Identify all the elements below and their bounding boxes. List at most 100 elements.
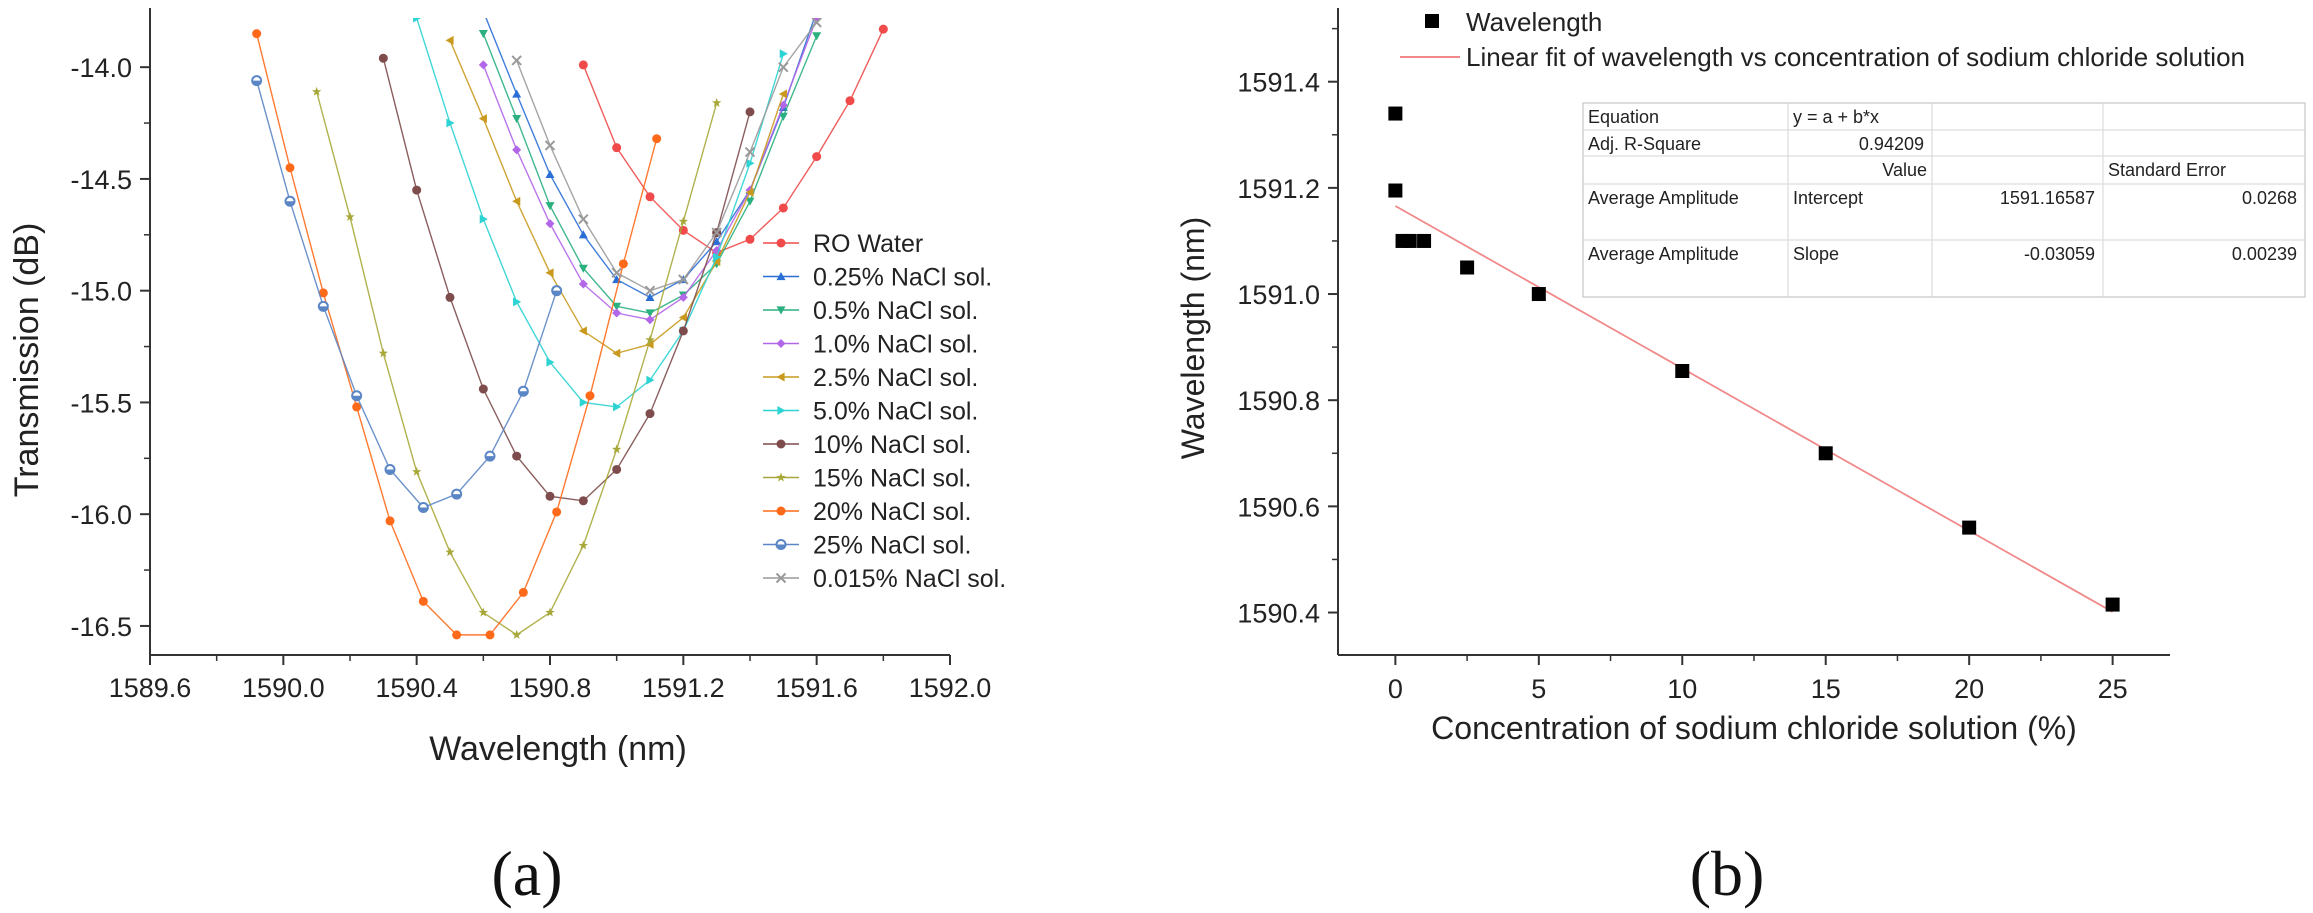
chart-b-data-points: [1388, 106, 2120, 612]
chart-a-point: [678, 274, 689, 285]
chart-a-point: [478, 30, 488, 39]
chart-b-legend-label-fit: Linear fit of wavelength vs concentratio…: [1466, 42, 2245, 72]
chart-b-fit-line-group: [1394, 205, 2114, 613]
fit-table-cell: Slope: [1793, 244, 1839, 264]
chart-a-point: [544, 140, 556, 151]
chart-a-point: [611, 267, 622, 279]
chart-a-point: [612, 464, 622, 474]
chart-a-point: [878, 24, 888, 34]
fit-table-cell: Adj. R-Square: [1588, 134, 1701, 154]
chart-a-point: [518, 587, 528, 597]
chart-a-point: [545, 607, 555, 617]
fit-table-cell: -0.03059: [2024, 244, 2095, 264]
chart-a-point: [579, 397, 588, 407]
chart-a-point: [378, 53, 388, 63]
chart-a-series-line-9: [255, 80, 558, 509]
chart-b-point: [1818, 446, 1833, 461]
chart-a-point: [612, 348, 621, 358]
chart-a-series-line-6: [382, 58, 751, 502]
chart-b-legend-label-wavelength: Wavelength: [1466, 7, 1602, 37]
chart-a-legend-marker-fill: [776, 544, 786, 549]
chart-a-series-line-10: [516, 22, 818, 292]
chart-a-series-line-2: [482, 33, 818, 314]
chart-a-point: [578, 279, 588, 289]
chart-b-x-tick-label: 15: [1811, 674, 1841, 704]
chart-a-legend-label: 10% NaCl sol.: [813, 431, 971, 459]
chart-b-point: [1531, 287, 1546, 302]
chart-a-x-tick-label: 1590.4: [375, 673, 458, 703]
chart-a-point: [445, 292, 455, 302]
chart-a-point: [645, 334, 655, 344]
chart-a-legend-label: 2.5% NaCl sol.: [813, 364, 978, 392]
fit-table-cell: Average Amplitude: [1588, 188, 1739, 208]
chart-a-point: [778, 112, 788, 121]
chart-b-x-tick-label: 20: [1954, 674, 1984, 704]
chart-b-point: [2105, 597, 2120, 612]
chart-a-point: [578, 264, 588, 273]
chart-b-y-tick-label: 1591.0: [1237, 280, 1320, 310]
chart-a-legend-marker: [776, 306, 786, 315]
chart-a-x-tick-label: 1590.8: [509, 673, 592, 703]
chart-a-series-line-0: [582, 28, 884, 254]
chart-a-point-fill: [385, 469, 395, 474]
chart-a-point: [712, 237, 722, 246]
chart-a-point-fill: [418, 507, 428, 512]
chart-a-point: [446, 118, 455, 128]
chart-a-y-axis-title: Transmission (dB): [8, 223, 46, 498]
chart-a-point: [318, 288, 328, 298]
chart-a-point: [552, 507, 562, 517]
chart-a-y-tick-label: -14.0: [70, 53, 132, 83]
chart-a-point: [578, 60, 588, 70]
chart-a-legend-marker: [776, 439, 786, 449]
chart-b-point: [1417, 233, 1432, 248]
fit-table-cell: y = a + b*x: [1793, 107, 1879, 127]
chart-a-point: [513, 297, 522, 307]
chart-a-legend-marker: [776, 238, 786, 248]
chart-a-point: [678, 216, 689, 226]
chart-a-legend: RO Water 0.25% NaCl sol. 0.5% NaCl sol. 1.0…: [763, 230, 1006, 593]
chart-a-point: [478, 607, 489, 617]
chart-a-point: [845, 96, 855, 106]
chart-a-point: [479, 214, 488, 224]
chart-b-y-tick-label: 1590.8: [1237, 386, 1320, 416]
chart-b-wavelength-vs-concentration: 0 5 10 15 20 25 1590.4 1590.6 1590.8 1591.0 1591.2…: [1175, 7, 2306, 909]
chart-b-legend: Wavelength Linear fit of wavelength vs co…: [1400, 7, 2245, 72]
chart-a-x-tick-label: 1592.0: [909, 673, 992, 703]
chart-a-point: [478, 384, 488, 394]
chart-a-series-line-8: [255, 33, 658, 636]
chart-a-point: [578, 540, 589, 550]
chart-a-point: [545, 169, 555, 179]
chart-a-point: [578, 213, 589, 225]
chart-b-x-tick-label: 0: [1388, 674, 1403, 704]
chart-b-x-tick-label: 5: [1531, 674, 1546, 704]
chart-a-y-tick-label: -14.5: [70, 165, 132, 195]
chart-a-point: [744, 146, 756, 158]
chart-a-series-lines: [251, 18, 888, 640]
chart-a-point: [812, 152, 822, 162]
chart-a-series-line-3: [482, 18, 818, 321]
chart-a-legend-marker: [776, 506, 786, 516]
chart-a-series-line-7: [315, 91, 718, 636]
chart-a-legend-label: 20% NaCl sol.: [813, 498, 971, 526]
chart-b-x-tick-label: 25: [2098, 674, 2128, 704]
chart-a-point: [578, 496, 588, 506]
fit-table-cell: Average Amplitude: [1588, 244, 1739, 264]
chart-b-point: [1962, 520, 1977, 535]
chart-a-point: [745, 197, 755, 206]
chart-b-point: [1675, 364, 1690, 379]
chart-a-point-fill: [485, 456, 495, 461]
fit-table-cell: 1591.16587: [2000, 188, 2095, 208]
chart-a-point: [585, 391, 595, 401]
chart-a-point: [452, 630, 462, 640]
chart-a-point: [545, 268, 554, 278]
chart-a-legend-marker: [776, 339, 786, 348]
chart-a-point: [713, 252, 722, 262]
chart-a-legend-label: 0.015% NaCl sol.: [813, 565, 1006, 593]
fit-table-cell: 0.0268: [2242, 188, 2297, 208]
chart-a-point: [445, 547, 455, 557]
chart-a-point: [578, 230, 588, 239]
chart-a-x-tick-label: 1591.2: [642, 673, 725, 703]
chart-a-point: [385, 516, 395, 526]
fit-results-table: Equation y = a + b*x Adj. R-Square 0.94209 V…: [1582, 102, 2306, 298]
